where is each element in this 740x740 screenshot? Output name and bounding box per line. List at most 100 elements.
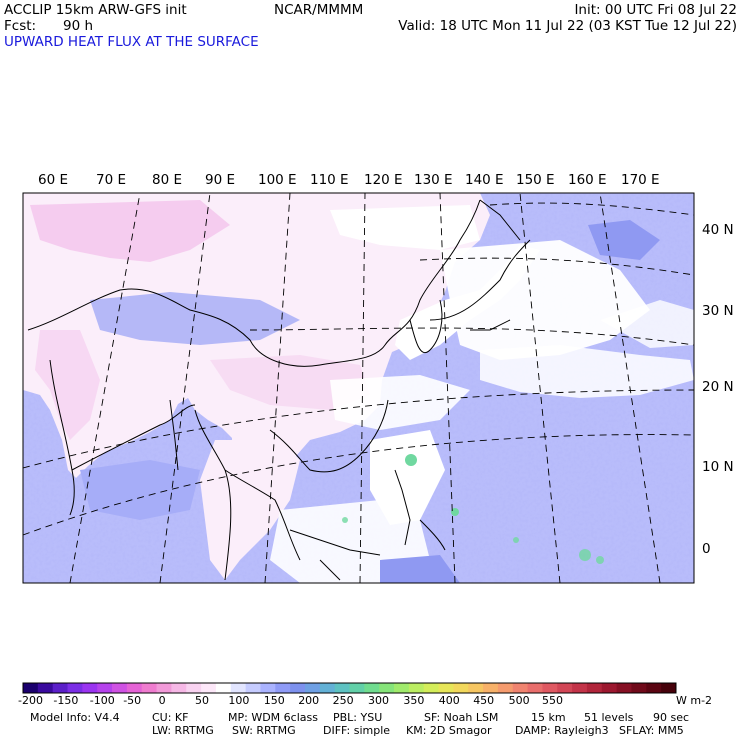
- colorbar-tick: -50: [123, 694, 142, 707]
- colorbar-swatch: [319, 683, 336, 693]
- colorbar-swatch: [260, 683, 276, 693]
- colorbar-tick: 500: [508, 694, 530, 707]
- lon-label: 120 E: [364, 172, 403, 188]
- footer-item: 90 sec: [653, 711, 690, 724]
- colorbar-swatch: [67, 683, 83, 693]
- colorbar-swatch: [82, 683, 98, 693]
- lon-label: 110 E: [310, 172, 349, 188]
- footer-item: CU: KF: [152, 711, 189, 724]
- colorbar-tick: 50: [195, 694, 209, 707]
- colorbar-swatch: [112, 683, 128, 693]
- field-name: UPWARD HEAT FLUX AT THE SURFACE: [4, 34, 259, 50]
- colorbar-tick: 250: [332, 694, 354, 707]
- map-field: [23, 193, 694, 583]
- footer-item: DIFF: simple: [323, 724, 391, 737]
- colorbar-swatch: [379, 683, 395, 693]
- footer-item: DAMP: Rayleigh3: [515, 724, 609, 737]
- colorbar-swatch: [364, 683, 380, 693]
- footer-item: SF: Noah LSM: [424, 711, 499, 724]
- lon-label: 100 E: [258, 172, 297, 188]
- lon-label: 70 E: [96, 172, 126, 188]
- colorbar-swatch: [201, 683, 217, 693]
- colorbar-swatch: [572, 683, 588, 693]
- colorbar-swatch: [186, 683, 202, 693]
- colorbar-swatch: [52, 683, 68, 693]
- footer-item: SFLAY: MM5: [619, 724, 684, 737]
- center-label: NCAR/MMMM: [274, 2, 364, 18]
- footer-item: KM: 2D Smagor: [406, 724, 492, 737]
- colorbar-swatch: [438, 683, 454, 693]
- colorbar-swatch: [661, 683, 677, 693]
- lon-label: 160 E: [568, 172, 607, 188]
- colorbar-swatch: [290, 683, 306, 693]
- valid-time: Valid: 18 UTC Mon 11 Jul 22 (03 KST Tue …: [398, 18, 737, 34]
- lon-label: 130 E: [414, 172, 453, 188]
- colorbar-swatch: [483, 683, 499, 693]
- graticule: [23, 193, 694, 583]
- footer-item: SW: RRTMG: [232, 724, 296, 737]
- lon-label: 170 E: [621, 172, 660, 188]
- lon-label: 150 E: [516, 172, 555, 188]
- colorbar-swatch: [23, 683, 39, 693]
- lat-label: 40 N: [702, 222, 734, 238]
- colorbar-tick: -100: [89, 694, 115, 707]
- colorbar-swatch: [542, 683, 558, 693]
- colorbar-swatch: [557, 683, 573, 693]
- colorbar-unit: W m-2: [676, 694, 713, 707]
- colorbar-swatch: [408, 683, 425, 693]
- colorbar-swatch: [616, 683, 632, 693]
- footer-item: 51 levels: [584, 711, 634, 724]
- lat-label: 10 N: [702, 459, 734, 475]
- colorbar-swatch: [126, 683, 143, 693]
- colorbar-swatch: [646, 683, 662, 693]
- colorbar-swatch: [304, 683, 321, 693]
- footer-item: MP: WDM 6class: [228, 711, 318, 724]
- colorbar-swatch: [468, 683, 484, 693]
- colorbar-swatch: [631, 683, 647, 693]
- colorbar-tick: -150: [53, 694, 79, 707]
- colorbar-swatch: [141, 683, 157, 693]
- footer-item: Model Info: V4.4: [30, 711, 120, 724]
- colorbar-tick: 100: [228, 694, 250, 707]
- lon-label: 60 E: [38, 172, 68, 188]
- colorbar-swatch: [245, 683, 261, 693]
- colorbar-swatch: [275, 683, 291, 693]
- lat-label: 0: [702, 541, 711, 557]
- forecast-label: Fcst:: [4, 18, 37, 34]
- lon-label: 80 E: [152, 172, 182, 188]
- colorbar-swatch: [423, 683, 439, 693]
- colorbar-tick: 300: [368, 694, 389, 707]
- colorbar-swatch: [156, 683, 172, 693]
- colorbar-tick: 150: [263, 694, 285, 707]
- colorbar-swatch: [394, 683, 410, 693]
- forecast-value: 90 h: [63, 18, 94, 34]
- lat-label: 30 N: [702, 303, 734, 319]
- colorbar-tick: 0: [158, 694, 166, 707]
- lon-label: 140 E: [465, 172, 504, 188]
- footer-item: PBL: YSU: [333, 711, 383, 724]
- colorbar-swatch: [453, 683, 469, 693]
- colorbar-tick: 550: [542, 694, 563, 707]
- colorbar-swatch: [37, 683, 54, 693]
- init-time: Init: 00 UTC Fri 08 Jul 22: [574, 2, 737, 18]
- colorbar-tick: 450: [473, 694, 495, 707]
- colorbar-tick: 400: [438, 694, 460, 707]
- colorbar-tick: 350: [403, 694, 425, 707]
- colorbar-tick: -200: [18, 694, 43, 707]
- colorbar-swatch: [171, 683, 187, 693]
- colorbar-border: [22, 682, 677, 694]
- colorbar-swatch: [215, 683, 232, 693]
- lat-label: 20 N: [702, 379, 734, 395]
- footer-item: 15 km: [531, 711, 566, 724]
- colorbar-tick: 200: [298, 694, 320, 707]
- colorbar-swatch: [601, 683, 618, 693]
- model-title: ACCLIP 15km ARW-GFS init: [4, 2, 187, 18]
- colorbar-swatch: [586, 683, 603, 693]
- colorbar-swatch: [512, 683, 528, 693]
- colorbar: [22, 682, 677, 694]
- lon-label: 90 E: [205, 172, 235, 188]
- colorbar-swatch: [527, 683, 543, 693]
- colorbar-swatch: [349, 683, 365, 693]
- colorbar-swatch: [334, 683, 350, 693]
